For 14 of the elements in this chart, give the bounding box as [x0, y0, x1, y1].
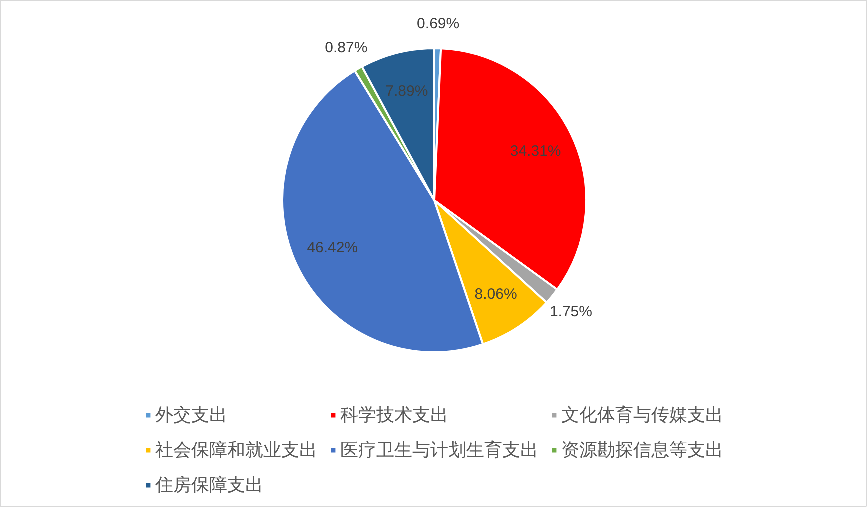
legend-label: 住房保障支出 — [156, 474, 264, 497]
legend-label: 文化体育与传媒支出 — [562, 404, 724, 427]
legend-label: 外交支出 — [156, 404, 228, 427]
data-label: 0.69% — [417, 16, 460, 33]
legend-label: 医疗卫生与计划生育支出 — [340, 439, 538, 462]
data-label: 0.87% — [325, 39, 368, 56]
legend-label: 资源勘探信息等支出 — [562, 439, 724, 462]
data-label: 7.89% — [386, 82, 428, 100]
data-label: 8.06% — [474, 286, 518, 304]
data-label: 34.31% — [510, 143, 562, 160]
legend-label: 科学技术支出 — [340, 404, 448, 427]
legend-label: 社会保障和就业支出 — [156, 439, 318, 462]
data-label: 1.75% — [550, 303, 592, 320]
data-label: 46.42% — [307, 240, 358, 257]
